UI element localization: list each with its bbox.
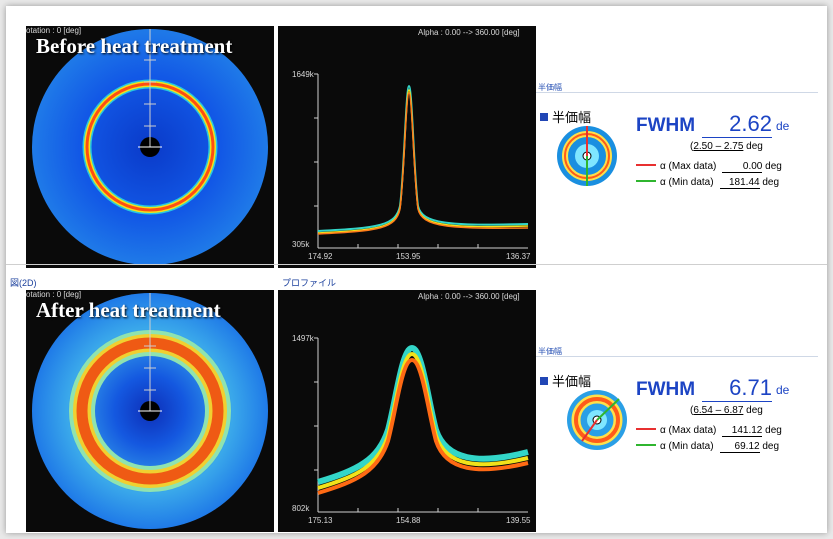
section-divider xyxy=(6,264,827,265)
profile-panel: Alpha : 0.00 --> 360.00 [deg] 1497k 802k… xyxy=(278,290,536,532)
profile-panel: Alpha : 0.00 --> 360.00 [deg] 1649k 305k… xyxy=(278,26,536,268)
y-min-label: 802k xyxy=(292,504,310,513)
result-small-label: 半価幅 xyxy=(538,347,562,356)
green-line-icon xyxy=(636,180,656,182)
fwhm-result: 半価幅 半価幅 FWHM 6.71 de (6.54 – 6.87 deg α … xyxy=(536,347,826,478)
y-max-label: 1497k xyxy=(292,334,314,343)
fwhm-range: (6.54 – 6.87 deg xyxy=(690,405,763,416)
panel-title: After heat treatment xyxy=(36,298,221,322)
alpha-range-label: Alpha : 0.00 --> 360.00 [deg] xyxy=(418,28,520,37)
result-box: 半価幅 FWHM 2.62 de (2.50 – 2.75 deg α (Max… xyxy=(536,92,818,203)
square-icon xyxy=(540,113,548,121)
result-header: 半価幅 xyxy=(540,107,591,126)
x-tick-left: 175.13 xyxy=(308,516,333,525)
red-line-icon xyxy=(636,164,656,166)
ring-2d-image xyxy=(32,293,268,529)
y-max-label: 1649k xyxy=(292,70,314,79)
x-tick-left: 174.92 xyxy=(308,252,333,261)
profile-plot xyxy=(314,337,529,513)
figure-frame: otation : 0 [deg] Before heat treatment … xyxy=(6,6,827,533)
fwhm-value: 6.71 xyxy=(702,375,772,402)
result-box: 半価幅 FWHM 6.71 de (6.54 – 6.87 deg α (Max… xyxy=(536,356,818,467)
red-line-icon xyxy=(636,428,656,430)
section-2d-label: 図(2D) xyxy=(10,278,37,288)
panel-title: Before heat treatment xyxy=(36,34,233,58)
alpha-range-label: Alpha : 0.00 --> 360.00 [deg] xyxy=(418,292,520,301)
ring-thumbnail-icon xyxy=(567,390,627,450)
fwhm-unit: de xyxy=(776,383,790,397)
ring-2d-image xyxy=(32,29,268,265)
y-min-label: 305k xyxy=(292,240,310,249)
rotation-label: otation : 0 [deg] xyxy=(26,290,82,299)
x-tick-right: 136.37 xyxy=(506,252,531,261)
alpha-max-value: 141.12 xyxy=(722,425,763,437)
alpha-min-value: 181.44 xyxy=(719,177,760,189)
alpha-max-value: 0.00 xyxy=(722,161,763,173)
alpha-max-row: α (Max data) 0.00 deg xyxy=(636,161,782,173)
after-section: 図(2D) プロファイル xyxy=(6,278,827,533)
x-tick-mid: 153.95 xyxy=(396,252,421,261)
square-icon xyxy=(540,377,548,385)
result-small-label: 半価幅 xyxy=(538,83,562,92)
result-header: 半価幅 xyxy=(540,371,591,390)
ring-thumbnail-icon xyxy=(557,126,617,186)
x-tick-right: 139.55 xyxy=(506,516,531,525)
fwhm-range: (2.50 – 2.75 deg xyxy=(690,141,763,152)
before-section: otation : 0 [deg] Before heat treatment … xyxy=(6,14,827,269)
fwhm-label: FWHM xyxy=(636,115,696,136)
ring-2d-panel: otation : 0 [deg] xyxy=(26,26,274,268)
fwhm-unit: de xyxy=(776,119,790,133)
rotation-label: otation : 0 [deg] xyxy=(26,26,82,35)
ring-2d-panel: otation : 0 [deg] xyxy=(26,290,274,532)
alpha-min-row: α (Min data) 69.12 deg xyxy=(636,441,779,453)
alpha-min-value: 69.12 xyxy=(719,441,760,453)
profile-section-label: プロファイル xyxy=(282,278,337,288)
alpha-max-row: α (Max data) 141.12 deg xyxy=(636,425,782,437)
fwhm-value: 2.62 xyxy=(702,111,772,138)
fwhm-result: 半価幅 半価幅 FWHM 2.62 de (2.50 – 2.75 deg α … xyxy=(536,83,826,214)
x-tick-mid: 154.88 xyxy=(396,516,421,525)
profile-plot xyxy=(314,73,529,249)
alpha-min-row: α (Min data) 181.44 deg xyxy=(636,177,779,189)
green-line-icon xyxy=(636,444,656,446)
fwhm-label: FWHM xyxy=(636,379,696,400)
